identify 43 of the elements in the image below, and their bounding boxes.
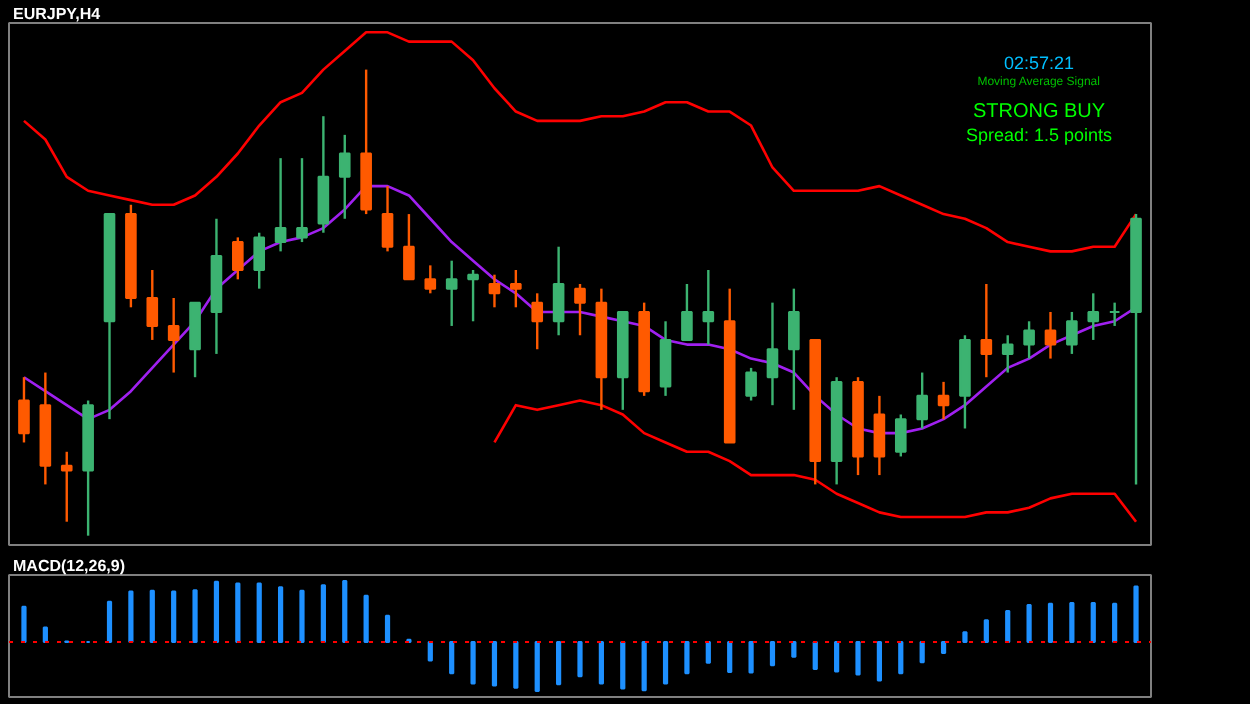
annotation: 02:57:21: [1003, 53, 1075, 73]
candlestick: [403, 212, 415, 281]
candlestick: [167, 296, 180, 374]
candlestick: [424, 264, 437, 295]
chart-title: MACD(12,26,9): [13, 557, 126, 575]
candlestick: [531, 292, 544, 351]
candlestick: [745, 366, 757, 402]
annotation: Spread: 1.5 points: [965, 125, 1114, 145]
candlestick: [1108, 301, 1121, 328]
candlestick: [681, 282, 693, 342]
candlestick: [788, 287, 800, 412]
candlestick: [296, 156, 308, 244]
candlestick: [702, 268, 715, 346]
candlestick: [1066, 310, 1078, 356]
annotation: STRONG BUY: [972, 101, 1106, 123]
candlestick: [60, 450, 73, 523]
candlestick: [189, 301, 201, 379]
candlestick: [574, 282, 586, 337]
candlestick: [552, 245, 565, 337]
candlestick: [1023, 320, 1035, 360]
candlestick: [916, 371, 928, 430]
candlestick: [980, 282, 993, 379]
candlestick: [317, 115, 330, 234]
candlestick: [18, 376, 30, 444]
candlestick: [1087, 292, 1100, 342]
candlestick: [894, 413, 907, 458]
candlestick: [766, 301, 779, 407]
candlestick: [232, 236, 244, 281]
candlestick: [659, 320, 672, 398]
candlestick: [488, 273, 501, 309]
candlestick: [338, 133, 351, 220]
candlestick: [467, 268, 479, 323]
candlestick: [1001, 334, 1014, 374]
candlestick: [510, 268, 522, 309]
candlestick: [873, 394, 886, 477]
candlestick: [1044, 310, 1057, 360]
chart-title: EURJPY,H4: [13, 5, 102, 23]
candlestick: [274, 156, 287, 253]
candlestick: [937, 380, 950, 421]
candlestick: [381, 184, 394, 253]
candlestick: [445, 259, 458, 328]
candlestick: [253, 231, 266, 290]
candlestick: [146, 268, 159, 342]
